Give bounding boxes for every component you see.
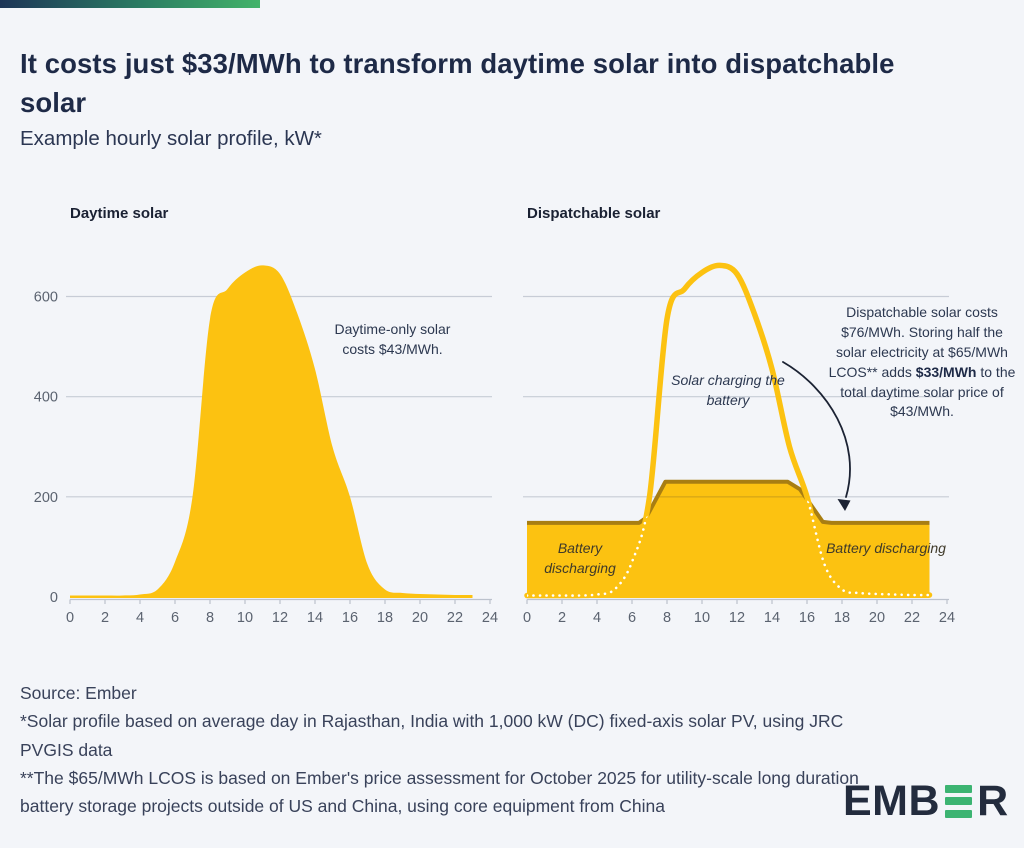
page-subtitle: Example hourly solar profile, kW* bbox=[20, 127, 322, 150]
annotation-daytime-cost: Daytime-only solar costs $43/MWh. bbox=[334, 321, 451, 358]
chart-title-daytime-solar: Daytime solar bbox=[70, 205, 169, 222]
x-tick-label-dispatchable: 0 bbox=[523, 610, 531, 626]
x-tick-label-daytime: 8 bbox=[206, 610, 214, 626]
x-tick-label-dispatchable: 8 bbox=[663, 610, 671, 626]
annotation-dispatchable-cost-post: to the total daytime solar price of $43/… bbox=[840, 363, 1016, 420]
x-tick-label-daytime: 10 bbox=[237, 610, 253, 626]
footnote-lcos: **The $65/MWh LCOS is based on Ember's p… bbox=[20, 768, 859, 817]
footnote-solar-profile: *Solar profile based on average day in R… bbox=[20, 711, 844, 760]
x-tick-label-daytime: 16 bbox=[342, 610, 358, 626]
ember-logo-green-e-icon bbox=[945, 784, 973, 818]
x-tick-label-daytime: 2 bbox=[101, 610, 109, 626]
ember-logo: EMB R bbox=[843, 776, 1009, 825]
ember-logo-green-bar bbox=[945, 784, 973, 793]
annotation-solar-charging-battery: Solar charging the battery bbox=[671, 372, 785, 409]
annotation-dispatchable-cost: Dispatchable solar costs $76/MWh. Storin… bbox=[826, 303, 1018, 422]
page-title: It costs just $33/MWh to transform dayti… bbox=[20, 48, 895, 119]
annotation-battery-discharging-right: Battery discharging bbox=[826, 540, 946, 556]
dispatch-area-top-border bbox=[527, 479, 930, 525]
x-tick-label-daytime: 24 bbox=[482, 610, 498, 626]
x-tick-label-daytime: 22 bbox=[447, 610, 463, 626]
ember-logo-text-emb: EMB bbox=[843, 776, 941, 825]
x-tick-label-daytime: 18 bbox=[377, 610, 393, 626]
y-tick-label-daytime: 600 bbox=[34, 290, 58, 306]
ember-logo-green-bar bbox=[945, 809, 973, 818]
x-tick-label-dispatchable: 4 bbox=[593, 610, 601, 626]
x-tick-label-dispatchable: 2 bbox=[558, 610, 566, 626]
annotation-dispatchable-cost-bold: $33/MWh bbox=[915, 363, 977, 380]
x-tick-label-dispatchable: 6 bbox=[628, 610, 636, 626]
ember-logo-text-r: R bbox=[977, 776, 1009, 825]
annotation-dispatchable-cost-pre: Dispatchable solar costs $76/MWh. Storin… bbox=[828, 304, 1008, 380]
solar-generation-line bbox=[524, 262, 933, 599]
x-tick-label-dispatchable: 22 bbox=[904, 610, 920, 626]
x-tick-label-dispatchable: 10 bbox=[694, 610, 710, 626]
x-tick-label-daytime: 20 bbox=[412, 610, 428, 626]
x-tick-label-dispatchable: 16 bbox=[799, 610, 815, 626]
x-tick-label-dispatchable: 14 bbox=[764, 610, 780, 626]
ember-logo-green-bar bbox=[945, 797, 973, 805]
footer-notes: Source: Ember *Solar profile based on av… bbox=[20, 679, 865, 821]
annotation-battery-discharging-left: Battery discharging bbox=[544, 540, 616, 577]
source-line: Source: Ember bbox=[20, 683, 137, 703]
y-tick-label-daytime: 400 bbox=[34, 390, 58, 406]
x-tick-label-daytime: 14 bbox=[307, 610, 323, 626]
chart-title-dispatchable-solar: Dispatchable solar bbox=[527, 205, 661, 222]
y-tick-label-daytime: 200 bbox=[34, 490, 58, 506]
x-tick-label-daytime: 6 bbox=[171, 610, 179, 626]
x-tick-label-daytime: 4 bbox=[136, 610, 144, 626]
x-tick-label-dispatchable: 20 bbox=[869, 610, 885, 626]
y-tick-label-daytime: 0 bbox=[50, 590, 58, 606]
x-tick-label-daytime: 0 bbox=[66, 610, 74, 626]
cost-annotation-arrowhead-icon bbox=[837, 499, 851, 511]
x-tick-label-dispatchable: 12 bbox=[729, 610, 745, 626]
daytime-solar-area bbox=[70, 265, 473, 598]
cost-annotation-arrow bbox=[782, 361, 851, 498]
brand-accent-bar bbox=[0, 0, 260, 8]
x-tick-label-dispatchable: 18 bbox=[834, 610, 850, 626]
x-tick-label-dispatchable: 24 bbox=[939, 610, 955, 626]
x-tick-label-daytime: 12 bbox=[272, 610, 288, 626]
